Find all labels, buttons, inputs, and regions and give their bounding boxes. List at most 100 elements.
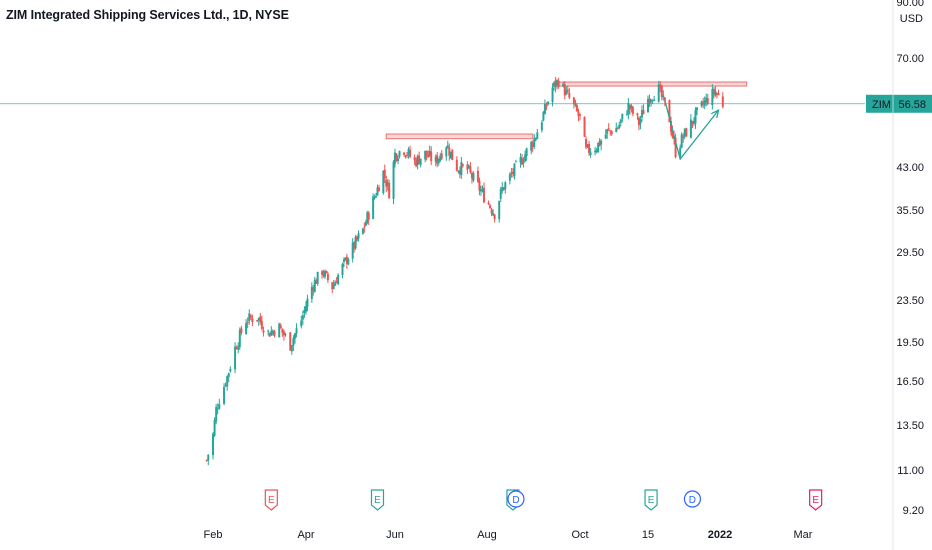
candle[interactable] xyxy=(717,89,720,96)
candle[interactable] xyxy=(648,94,651,108)
candle[interactable] xyxy=(268,332,271,337)
candle[interactable] xyxy=(636,112,639,120)
candle[interactable] xyxy=(251,314,254,327)
candle[interactable] xyxy=(470,171,473,184)
candle[interactable] xyxy=(460,156,463,179)
candle[interactable] xyxy=(388,179,391,199)
candle[interactable] xyxy=(498,200,501,223)
candle[interactable] xyxy=(418,151,421,165)
candle[interactable] xyxy=(586,144,589,149)
candle[interactable] xyxy=(519,153,522,168)
candle[interactable] xyxy=(499,186,502,202)
candle[interactable] xyxy=(501,182,504,194)
candle[interactable] xyxy=(212,432,214,460)
earnings-event-icon[interactable]: E xyxy=(264,489,278,511)
candle[interactable] xyxy=(406,152,409,159)
candle[interactable] xyxy=(457,170,460,174)
candle[interactable] xyxy=(466,161,469,174)
candle[interactable] xyxy=(533,134,536,149)
candle[interactable] xyxy=(557,77,560,89)
candle[interactable] xyxy=(696,107,699,116)
candle[interactable] xyxy=(574,99,577,107)
candle[interactable] xyxy=(639,115,642,130)
candle[interactable] xyxy=(315,278,318,284)
candle[interactable] xyxy=(711,84,714,110)
candle[interactable] xyxy=(290,345,293,355)
candle[interactable] xyxy=(660,84,663,101)
candle[interactable] xyxy=(347,257,350,266)
candle[interactable] xyxy=(321,270,324,279)
candle[interactable] xyxy=(303,306,306,318)
candle[interactable] xyxy=(674,133,677,159)
candle[interactable] xyxy=(415,157,418,168)
candle[interactable] xyxy=(322,269,325,278)
candle[interactable] xyxy=(375,192,378,199)
candle[interactable] xyxy=(259,313,262,325)
candle[interactable] xyxy=(295,323,298,338)
candle[interactable] xyxy=(213,417,216,437)
candle[interactable] xyxy=(545,102,548,111)
candle[interactable] xyxy=(565,86,568,96)
candle[interactable] xyxy=(373,194,376,200)
candle[interactable] xyxy=(246,317,249,329)
candle[interactable] xyxy=(262,326,265,337)
candle[interactable] xyxy=(702,97,705,109)
candle[interactable] xyxy=(610,130,613,137)
candle[interactable] xyxy=(413,154,416,166)
candle[interactable] xyxy=(273,330,276,338)
candle[interactable] xyxy=(366,210,369,225)
candle[interactable] xyxy=(692,117,695,127)
candle[interactable] xyxy=(472,171,475,183)
candle[interactable] xyxy=(556,79,559,90)
candle[interactable] xyxy=(313,276,316,293)
candle[interactable] xyxy=(416,154,419,170)
candle[interactable] xyxy=(289,332,292,351)
candle[interactable] xyxy=(511,167,514,178)
candle[interactable] xyxy=(270,326,273,337)
candle[interactable] xyxy=(467,164,470,169)
candle[interactable] xyxy=(334,280,337,286)
candle[interactable] xyxy=(607,123,610,132)
candle[interactable] xyxy=(604,129,607,140)
candle[interactable] xyxy=(598,138,601,147)
candle[interactable] xyxy=(482,182,485,204)
candle[interactable] xyxy=(606,128,609,139)
candle[interactable] xyxy=(458,166,461,179)
candle[interactable] xyxy=(487,200,490,206)
candle[interactable] xyxy=(721,91,724,109)
candle[interactable] xyxy=(257,317,260,326)
candle[interactable] xyxy=(240,325,243,336)
candle[interactable] xyxy=(703,96,706,110)
candle[interactable] xyxy=(630,103,633,113)
candle[interactable] xyxy=(300,315,303,329)
candle[interactable] xyxy=(224,382,227,388)
candle[interactable] xyxy=(595,148,598,154)
candle[interactable] xyxy=(215,404,218,425)
candle[interactable] xyxy=(502,186,505,191)
candle[interactable] xyxy=(310,282,313,303)
candle[interactable] xyxy=(205,459,208,462)
candle[interactable] xyxy=(562,82,565,88)
candle[interactable] xyxy=(419,158,422,168)
candle[interactable] xyxy=(628,104,631,115)
candle[interactable] xyxy=(377,184,380,192)
candle[interactable] xyxy=(572,96,575,109)
candle[interactable] xyxy=(234,342,237,374)
candle[interactable] xyxy=(705,93,708,107)
candle[interactable] xyxy=(476,166,479,183)
candle[interactable] xyxy=(585,136,588,150)
candle[interactable] xyxy=(449,151,452,160)
candle[interactable] xyxy=(357,230,360,242)
candle[interactable] xyxy=(542,110,545,122)
candle[interactable] xyxy=(640,105,643,122)
candle[interactable] xyxy=(430,146,433,166)
candle[interactable] xyxy=(207,454,210,466)
candle[interactable] xyxy=(469,162,472,174)
candle[interactable] xyxy=(662,90,665,101)
candle[interactable] xyxy=(543,99,546,115)
earnings-event-icon[interactable]: E xyxy=(644,489,658,511)
candle[interactable] xyxy=(621,113,624,123)
candle[interactable] xyxy=(492,209,495,217)
candle[interactable] xyxy=(284,332,287,337)
candle[interactable] xyxy=(337,273,340,286)
